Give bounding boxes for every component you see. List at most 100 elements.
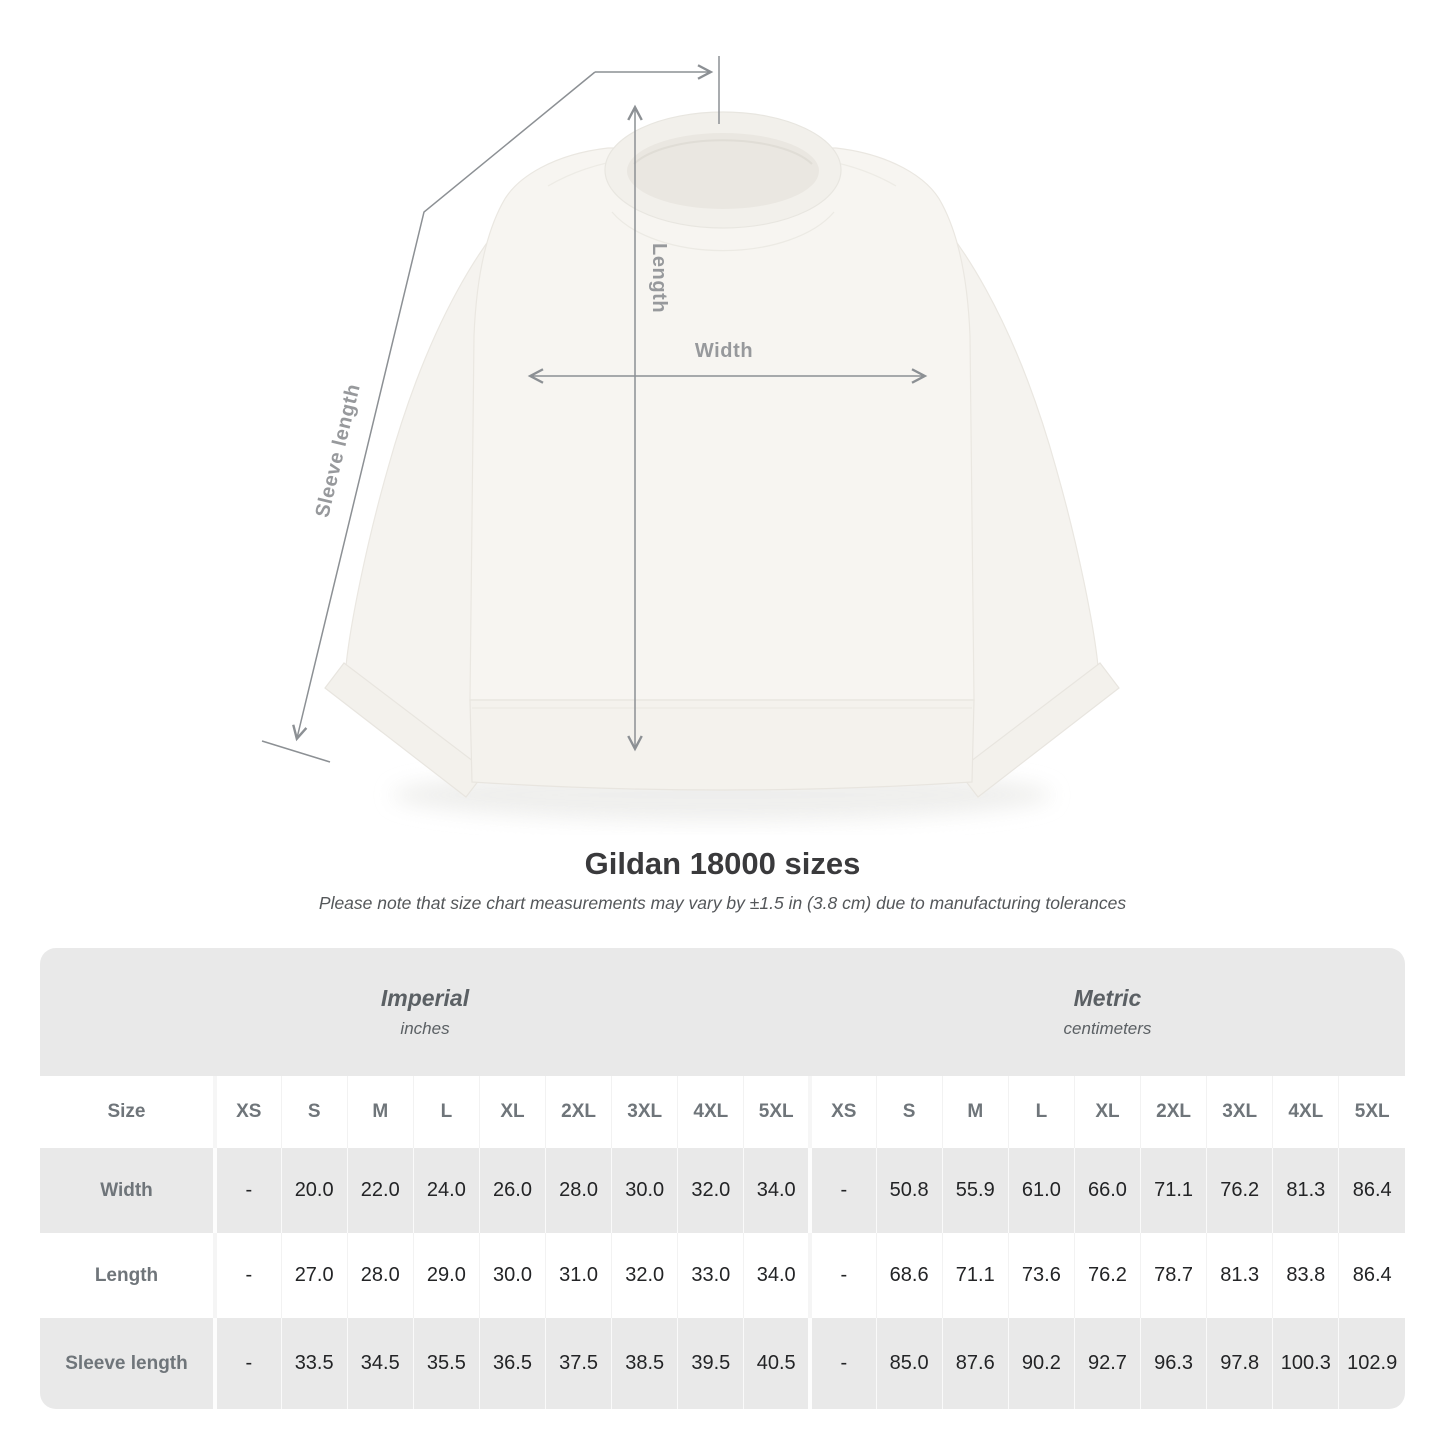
cell-sleeve-length-imperial-xs: - bbox=[212, 1318, 282, 1409]
cell-length-metric-m: 71.1 bbox=[941, 1233, 1009, 1318]
cell-sleeve-length-imperial-5xl: 40.5 bbox=[743, 1318, 810, 1409]
row-label-length: Length bbox=[94, 1264, 159, 1286]
cell-length-imperial-2xl: 31.0 bbox=[545, 1233, 612, 1318]
cell-length-metric-3xl: 81.3 bbox=[1206, 1233, 1273, 1318]
tolerance-note: Please note that size chart measurements… bbox=[318, 893, 1127, 913]
cell-width-metric-m: 55.9 bbox=[941, 1148, 1009, 1233]
cell-sleeve-length-imperial-3xl: 38.5 bbox=[611, 1318, 678, 1409]
sweatshirt-diagram: Width Length Sleeve length bbox=[261, 56, 1120, 821]
unit-group-metric: Metric centimeters bbox=[809, 948, 1405, 1076]
cell-width-metric-l: 61.0 bbox=[1007, 1148, 1075, 1233]
size-header-metric-l: L bbox=[1007, 1076, 1075, 1148]
collar-opening bbox=[627, 133, 819, 209]
cell-width-metric-s: 50.8 bbox=[875, 1148, 943, 1233]
cell-length-metric-2xl: 78.7 bbox=[1140, 1233, 1207, 1318]
size-header-metric-s: S bbox=[875, 1076, 943, 1148]
row-sleeve-length: Sleeve length -33.5 34.5 35.5 36.5 37.5 38.5 39… bbox=[40, 1318, 1405, 1409]
cell-width-metric-2xl: 71.1 bbox=[1140, 1148, 1207, 1233]
cell-length-metric-4xl: 83.8 bbox=[1272, 1233, 1339, 1318]
cell-width-imperial-s: 20.0 bbox=[280, 1148, 348, 1233]
size-table: Imperial inches Metric centimeters Size XS S M L… bbox=[40, 948, 1405, 1409]
cell-sleeve-length-metric-xl: 92.7 bbox=[1073, 1318, 1141, 1409]
right-cuff bbox=[957, 662, 1120, 798]
size-header-imperial-l: L bbox=[412, 1076, 480, 1148]
imperial-unit-label: inches bbox=[400, 1019, 450, 1038]
cell-sleeve-length-imperial-l: 35.5 bbox=[412, 1318, 480, 1409]
cell-sleeve-length-metric-2xl: 96.3 bbox=[1140, 1318, 1207, 1409]
size-header-imperial-2xl: 2XL bbox=[545, 1076, 612, 1148]
size-column-header: Size bbox=[107, 1101, 146, 1122]
cell-width-imperial-5xl: 34.0 bbox=[743, 1148, 810, 1233]
cell-length-metric-5xl: 86.4 bbox=[1338, 1233, 1405, 1318]
cuff-tick-line bbox=[261, 740, 331, 763]
waistband bbox=[469, 699, 975, 791]
cell-width-imperial-2xl: 28.0 bbox=[545, 1148, 612, 1233]
cell-sleeve-length-metric-5xl: 102.9 bbox=[1338, 1318, 1405, 1409]
cell-sleeve-length-metric-4xl: 100.3 bbox=[1272, 1318, 1339, 1409]
size-header-metric-xl: XL bbox=[1073, 1076, 1141, 1148]
size-header-imperial-4xl: 4XL bbox=[677, 1076, 744, 1148]
unit-group-imperial: Imperial inches bbox=[40, 948, 810, 1076]
length-measure-label: Length bbox=[648, 243, 670, 313]
page-title: Gildan 18000 sizes bbox=[584, 846, 861, 881]
cell-width-imperial-4xl: 32.0 bbox=[677, 1148, 744, 1233]
size-table-grid: Imperial inches Metric centimeters Size XS S M L… bbox=[40, 948, 1405, 1409]
cell-length-imperial-s: 27.0 bbox=[280, 1233, 348, 1318]
body-panel bbox=[469, 147, 975, 701]
cell-sleeve-length-imperial-s: 33.5 bbox=[280, 1318, 348, 1409]
size-header-metric-4xl: 4XL bbox=[1272, 1076, 1339, 1148]
size-header-metric-2xl: 2XL bbox=[1140, 1076, 1207, 1148]
left-cuff bbox=[324, 662, 487, 798]
cell-length-imperial-l: 29.0 bbox=[412, 1233, 480, 1318]
cell-sleeve-length-imperial-2xl: 37.5 bbox=[545, 1318, 612, 1409]
metric-unit-label: centimeters bbox=[1063, 1019, 1152, 1038]
cell-length-metric-xl: 76.2 bbox=[1073, 1233, 1141, 1318]
size-header-metric-5xl: 5XL bbox=[1338, 1076, 1405, 1148]
cell-length-metric-l: 73.6 bbox=[1007, 1233, 1075, 1318]
cell-length-imperial-xl: 30.0 bbox=[478, 1233, 546, 1318]
sleeve-length-measure-label: Sleeve length bbox=[312, 382, 365, 520]
cell-width-imperial-l: 24.0 bbox=[412, 1148, 480, 1233]
cell-width-imperial-m: 22.0 bbox=[346, 1148, 414, 1233]
cell-width-imperial-3xl: 30.0 bbox=[611, 1148, 678, 1233]
cell-length-imperial-m: 28.0 bbox=[346, 1233, 414, 1318]
sleeve-measure-line bbox=[292, 71, 596, 742]
size-header-imperial-xl: XL bbox=[478, 1076, 546, 1148]
cell-length-imperial-4xl: 33.0 bbox=[677, 1233, 744, 1318]
cell-length-metric-xs: - bbox=[807, 1233, 877, 1318]
cell-width-metric-3xl: 76.2 bbox=[1206, 1148, 1273, 1233]
size-header-imperial-m: M bbox=[346, 1076, 414, 1148]
cell-length-imperial-3xl: 32.0 bbox=[611, 1233, 678, 1318]
cell-width-metric-xs: - bbox=[807, 1148, 877, 1233]
size-header-imperial-3xl: 3XL bbox=[611, 1076, 678, 1148]
cell-sleeve-length-metric-l: 90.2 bbox=[1007, 1318, 1075, 1409]
metric-group-label: Metric bbox=[1073, 985, 1142, 1011]
size-header-metric-xs: XS bbox=[810, 1076, 876, 1148]
width-measure-label: Width bbox=[695, 340, 753, 362]
cell-sleeve-length-imperial-xl: 36.5 bbox=[478, 1318, 546, 1409]
size-header-metric-m: M bbox=[941, 1076, 1009, 1148]
size-header-imperial-s: S bbox=[280, 1076, 348, 1148]
collar-inner-crease bbox=[633, 139, 813, 165]
imperial-group-label: Imperial bbox=[380, 985, 470, 1011]
cell-sleeve-length-imperial-4xl: 39.5 bbox=[677, 1318, 744, 1409]
size-header-row: Size XS S M L XL 2XL 3XL 4XL 5XL XS S M L XL 2XL 3XL 4XL 5… bbox=[40, 1076, 1405, 1148]
unit-header-row: Imperial inches Metric centimeters bbox=[40, 948, 1405, 1076]
cell-sleeve-length-metric-m: 87.6 bbox=[941, 1318, 1009, 1409]
cell-width-metric-4xl: 81.3 bbox=[1272, 1148, 1339, 1233]
cell-width-metric-5xl: 86.4 bbox=[1338, 1148, 1405, 1233]
cell-sleeve-length-imperial-m: 34.5 bbox=[346, 1318, 414, 1409]
sweatshirt-image bbox=[324, 111, 1120, 821]
cell-width-metric-xl: 66.0 bbox=[1073, 1148, 1141, 1233]
size-header-imperial-5xl: 5XL bbox=[743, 1076, 810, 1148]
row-label-width: Width bbox=[100, 1179, 153, 1201]
cell-width-imperial-xl: 26.0 bbox=[478, 1148, 546, 1233]
cell-sleeve-length-metric-3xl: 97.8 bbox=[1206, 1318, 1273, 1409]
cell-width-imperial-xs: - bbox=[212, 1148, 282, 1233]
cell-length-imperial-xs: - bbox=[212, 1233, 282, 1318]
row-width: Width -20.0 22.0 24.0 26.0 28.0 30.0 32.0 34.0-5… bbox=[40, 1148, 1405, 1233]
cell-length-metric-s: 68.6 bbox=[875, 1233, 943, 1318]
cell-sleeve-length-metric-s: 85.0 bbox=[875, 1318, 943, 1409]
row-label-sleeve-length: Sleeve length bbox=[65, 1352, 188, 1374]
